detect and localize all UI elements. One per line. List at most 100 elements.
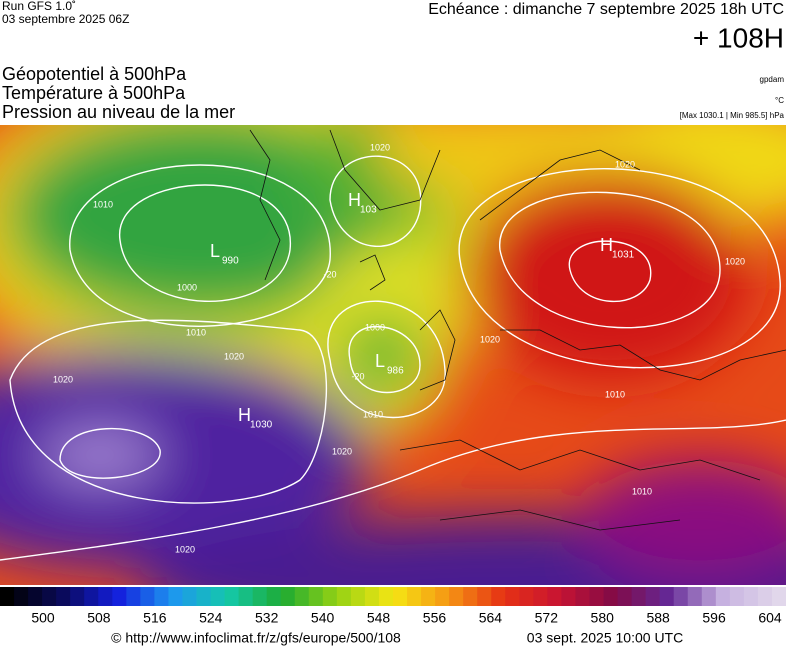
colorbar-swatch (421, 587, 436, 606)
colorbar-swatch (182, 587, 197, 606)
colorbar-swatch (308, 587, 324, 606)
isobar-label: 1010 (186, 327, 206, 337)
colorbar-swatch (687, 587, 703, 606)
run-date: 03 septembre 2025 06Z (2, 12, 129, 26)
colorbar-tick-label: 596 (702, 610, 726, 626)
colorbar-tick-label: 580 (591, 610, 615, 626)
colorbar-swatch (266, 587, 282, 606)
isobar-label: 1020 (615, 159, 635, 169)
field-label: Température à 500hPa (2, 83, 186, 103)
colorbar-tick-label: 540 (311, 610, 335, 626)
pressure-center-letter: L (210, 241, 220, 261)
pressure-center-letter: H (238, 405, 251, 425)
colorbar-swatch (519, 587, 534, 606)
colorbar-swatch (491, 587, 506, 606)
isobar-label: 1020 (175, 544, 195, 554)
colorbar-swatch (42, 587, 57, 606)
field-label: Pression au niveau de la mer (2, 102, 235, 122)
colorbar-tick-label: 516 (143, 610, 167, 626)
isobar-label: 1000 (365, 322, 385, 332)
colorbar-swatch (28, 587, 43, 606)
colorbar-swatch (407, 587, 422, 606)
isobar-label: 1010 (605, 389, 625, 399)
colorbar-tick-label: 532 (255, 610, 279, 626)
isobar-label: 1010 (363, 409, 383, 419)
isobar-label: 1020 (53, 374, 73, 384)
colorbar-swatch (435, 587, 450, 606)
run-label: Run GFS 1.0˚ (2, 0, 76, 13)
colorbar-swatch (603, 587, 619, 606)
colorbar-swatch (0, 587, 15, 606)
colorbar-swatch (729, 587, 745, 606)
pressure-center-letter: H (600, 235, 613, 255)
colorbar-swatch (322, 587, 338, 606)
colorbar-swatch (210, 587, 226, 606)
colorbar-swatch (575, 587, 590, 606)
colorbar-swatch (533, 587, 548, 606)
colorbar-swatch (336, 587, 352, 606)
colorbar-swatch (70, 587, 85, 606)
colorbar-swatch (14, 587, 29, 606)
field-label: Géopotentiel à 500hPa (2, 64, 187, 84)
colorbar-tick-label: 588 (646, 610, 670, 626)
colorbar-swatch (238, 587, 254, 606)
pressure-center-value: 1031 (612, 250, 635, 261)
pressure-center-value: 990 (222, 256, 239, 267)
isobar-label: 1010 (632, 486, 652, 496)
colorbar-swatch (631, 587, 647, 606)
colorbar-swatch (350, 587, 366, 606)
colorbar-swatch (224, 587, 240, 606)
isobar-label: 1020 (370, 142, 390, 152)
lead-time: + 108H (693, 22, 784, 53)
colorbar-tick-label: 524 (199, 610, 223, 626)
colorbar-swatch (126, 587, 141, 606)
colorbar-swatch (154, 587, 169, 606)
pressure-center-value: 1030 (250, 420, 273, 431)
colorbar-swatch (449, 587, 464, 606)
colorbar-tick-label: 564 (479, 610, 503, 626)
pressure-center-letter: L (375, 351, 385, 371)
colorbar-swatch (589, 587, 605, 606)
isobar-label: 1020 (332, 446, 352, 456)
colorbar-swatch (393, 587, 408, 606)
unit-label: gpdam (760, 75, 785, 84)
colorbar-tick-label: 548 (367, 610, 391, 626)
colorbar-swatch (364, 587, 380, 606)
isobar-label: 1020 (224, 351, 244, 361)
colorbar-swatch (168, 587, 183, 606)
colorbar-swatch (645, 587, 661, 606)
colorbar-swatch (771, 587, 786, 606)
colorbar-swatch (715, 587, 731, 606)
isobar-label: 1020 (480, 334, 500, 344)
colorbar-swatch (98, 587, 113, 606)
colorbar-tick-label: 604 (758, 610, 782, 626)
colorbar-swatch (280, 587, 296, 606)
issued: 03 sept. 2025 10:00 UTC (527, 630, 683, 646)
colorbar-swatch (477, 587, 492, 606)
colorbar-swatch (561, 587, 576, 606)
colorbar-swatch (617, 587, 633, 606)
colorbar-swatch (378, 587, 394, 606)
isobar-label: 1020 (725, 256, 745, 266)
colorbar-tick-label: 572 (535, 610, 559, 626)
colorbar-swatch (757, 587, 773, 606)
unit-label: °C (775, 96, 784, 105)
colorbar-swatch (659, 587, 675, 606)
colorbar-swatch (673, 587, 689, 606)
pressure-center-value: 103 (360, 205, 377, 216)
pressure-center-letter: H (348, 190, 361, 210)
colorbar-tick-label: 556 (423, 610, 447, 626)
isobar-label: -20 (323, 269, 336, 279)
colorbar-tick-label: 500 (31, 610, 55, 626)
colorbar-swatch (84, 587, 99, 606)
colorbar-tick-label: 508 (87, 610, 111, 626)
pressure-center-value: 986 (387, 366, 404, 377)
isobar-label: 1000 (177, 282, 197, 292)
colorbar-swatch (196, 587, 212, 606)
unit-label: [Max 1030.1 | Min 985.5] hPa (680, 111, 785, 120)
source: © http://www.infoclimat.fr/z/gfs/europe/… (111, 630, 401, 646)
colorbar-swatch (463, 587, 478, 606)
colorbar-swatch (743, 587, 759, 606)
colorbar-swatch (140, 587, 155, 606)
